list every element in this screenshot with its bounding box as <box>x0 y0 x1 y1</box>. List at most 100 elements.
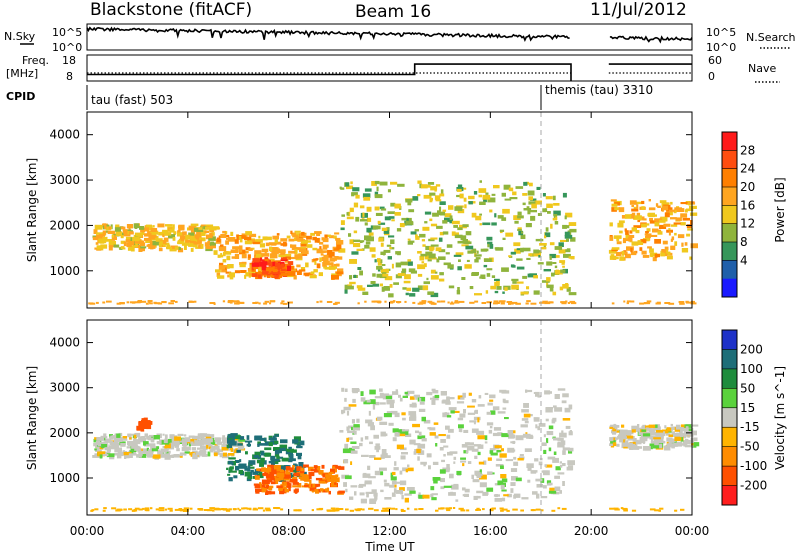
power-cell <box>496 280 500 285</box>
x-tick-label-5: 20:00 <box>574 524 609 538</box>
velocity-cell <box>503 494 509 497</box>
power-cell <box>446 244 453 248</box>
power-cell <box>405 292 409 296</box>
noise-tick-hi: 10^5 <box>52 26 82 39</box>
velocity-cell <box>237 443 243 446</box>
velocity-near-range-cell <box>128 508 133 511</box>
velocity-cell <box>101 443 107 449</box>
velocity-cell <box>360 397 366 402</box>
velocity-cell <box>439 447 444 451</box>
power-cell <box>401 217 409 221</box>
power-cell <box>251 273 258 277</box>
velocity-cell <box>347 430 354 434</box>
power-cell <box>404 274 411 280</box>
velocity-cell <box>164 455 171 460</box>
power-cell <box>438 256 446 260</box>
power-cell <box>479 223 482 226</box>
power-cell <box>424 221 428 224</box>
power-cell <box>616 252 622 257</box>
power-cell <box>440 189 444 195</box>
power-cell <box>449 218 454 224</box>
velocity-cell <box>463 429 469 433</box>
velocity-cell <box>254 483 261 489</box>
power-cell <box>494 290 499 294</box>
power-cell <box>641 250 647 255</box>
power-cell <box>668 209 675 212</box>
power-near-range-cell <box>326 301 333 303</box>
power-cell <box>318 272 323 277</box>
power-cell <box>428 253 436 259</box>
velocity-cell <box>192 454 198 460</box>
power-cell <box>118 226 126 230</box>
velocity-cell <box>268 442 273 447</box>
velocity-cell <box>239 436 245 440</box>
power-cell <box>529 273 537 277</box>
velocity-near-range-cell <box>449 507 453 510</box>
power-cell <box>475 215 482 221</box>
power-cell <box>494 213 497 218</box>
velocity-cell <box>391 480 397 485</box>
velocity-cell <box>649 428 656 433</box>
velocity-cell <box>138 438 144 441</box>
velocity-cell <box>559 490 562 494</box>
power-cell <box>396 228 402 232</box>
power-cell <box>512 281 517 284</box>
x-tick-label-3: 12:00 <box>372 524 407 538</box>
power-cell <box>562 192 567 198</box>
velocity-cell <box>394 412 400 418</box>
velocity-cell <box>332 464 337 468</box>
power-cell <box>460 235 466 241</box>
velocity-cell <box>379 421 388 425</box>
velocity-cell <box>507 493 512 498</box>
velocity-cell <box>471 428 479 433</box>
velocity-cell <box>164 434 168 439</box>
power-near-range-cell <box>458 300 465 303</box>
power-cell <box>690 212 698 216</box>
velocity-ytick-label-3: 1000 <box>49 471 80 485</box>
power-cell <box>263 261 268 266</box>
velocity-colorbar-label-0: 200 <box>740 342 763 356</box>
velocity-cell <box>390 472 394 478</box>
power-cell <box>388 216 395 219</box>
velocity-cell <box>274 440 279 444</box>
velocity-cell <box>418 494 424 499</box>
power-cell <box>422 244 426 247</box>
power-cell <box>448 205 454 210</box>
velocity-colorbar-band-8 <box>722 485 737 506</box>
power-cell <box>322 245 328 250</box>
velocity-cell <box>165 446 169 450</box>
power-cell <box>545 227 549 232</box>
velocity-cell <box>210 440 216 445</box>
power-cell <box>552 217 557 221</box>
power-cell <box>300 267 306 271</box>
power-cell <box>226 255 231 261</box>
power-near-range-cell <box>498 300 505 303</box>
velocity-cell <box>275 450 282 454</box>
velocity-cell <box>246 443 251 447</box>
velocity-cell <box>690 437 698 442</box>
velocity-cell <box>209 449 214 453</box>
noise-sky-trace <box>86 26 693 44</box>
power-cell <box>550 223 553 229</box>
power-cell <box>198 244 202 249</box>
power-cell <box>660 253 666 257</box>
power-cell <box>259 243 265 248</box>
power-cell <box>380 259 383 264</box>
velocity-cell <box>374 496 378 500</box>
velocity-cell <box>244 471 251 477</box>
power-cell <box>456 188 462 192</box>
power-cell <box>662 205 669 211</box>
power-cell <box>517 215 524 219</box>
power-cell <box>642 255 650 258</box>
velocity-cell <box>517 458 524 461</box>
velocity-cell <box>404 493 412 496</box>
power-cell <box>221 268 228 273</box>
velocity-cell <box>261 479 270 485</box>
power-cell <box>218 265 226 270</box>
velocity-cell <box>445 401 451 405</box>
velocity-cell <box>282 488 285 492</box>
velocity-cell <box>462 392 466 398</box>
power-cell <box>108 240 116 246</box>
power-cell <box>145 224 152 228</box>
velocity-cell <box>567 460 575 466</box>
